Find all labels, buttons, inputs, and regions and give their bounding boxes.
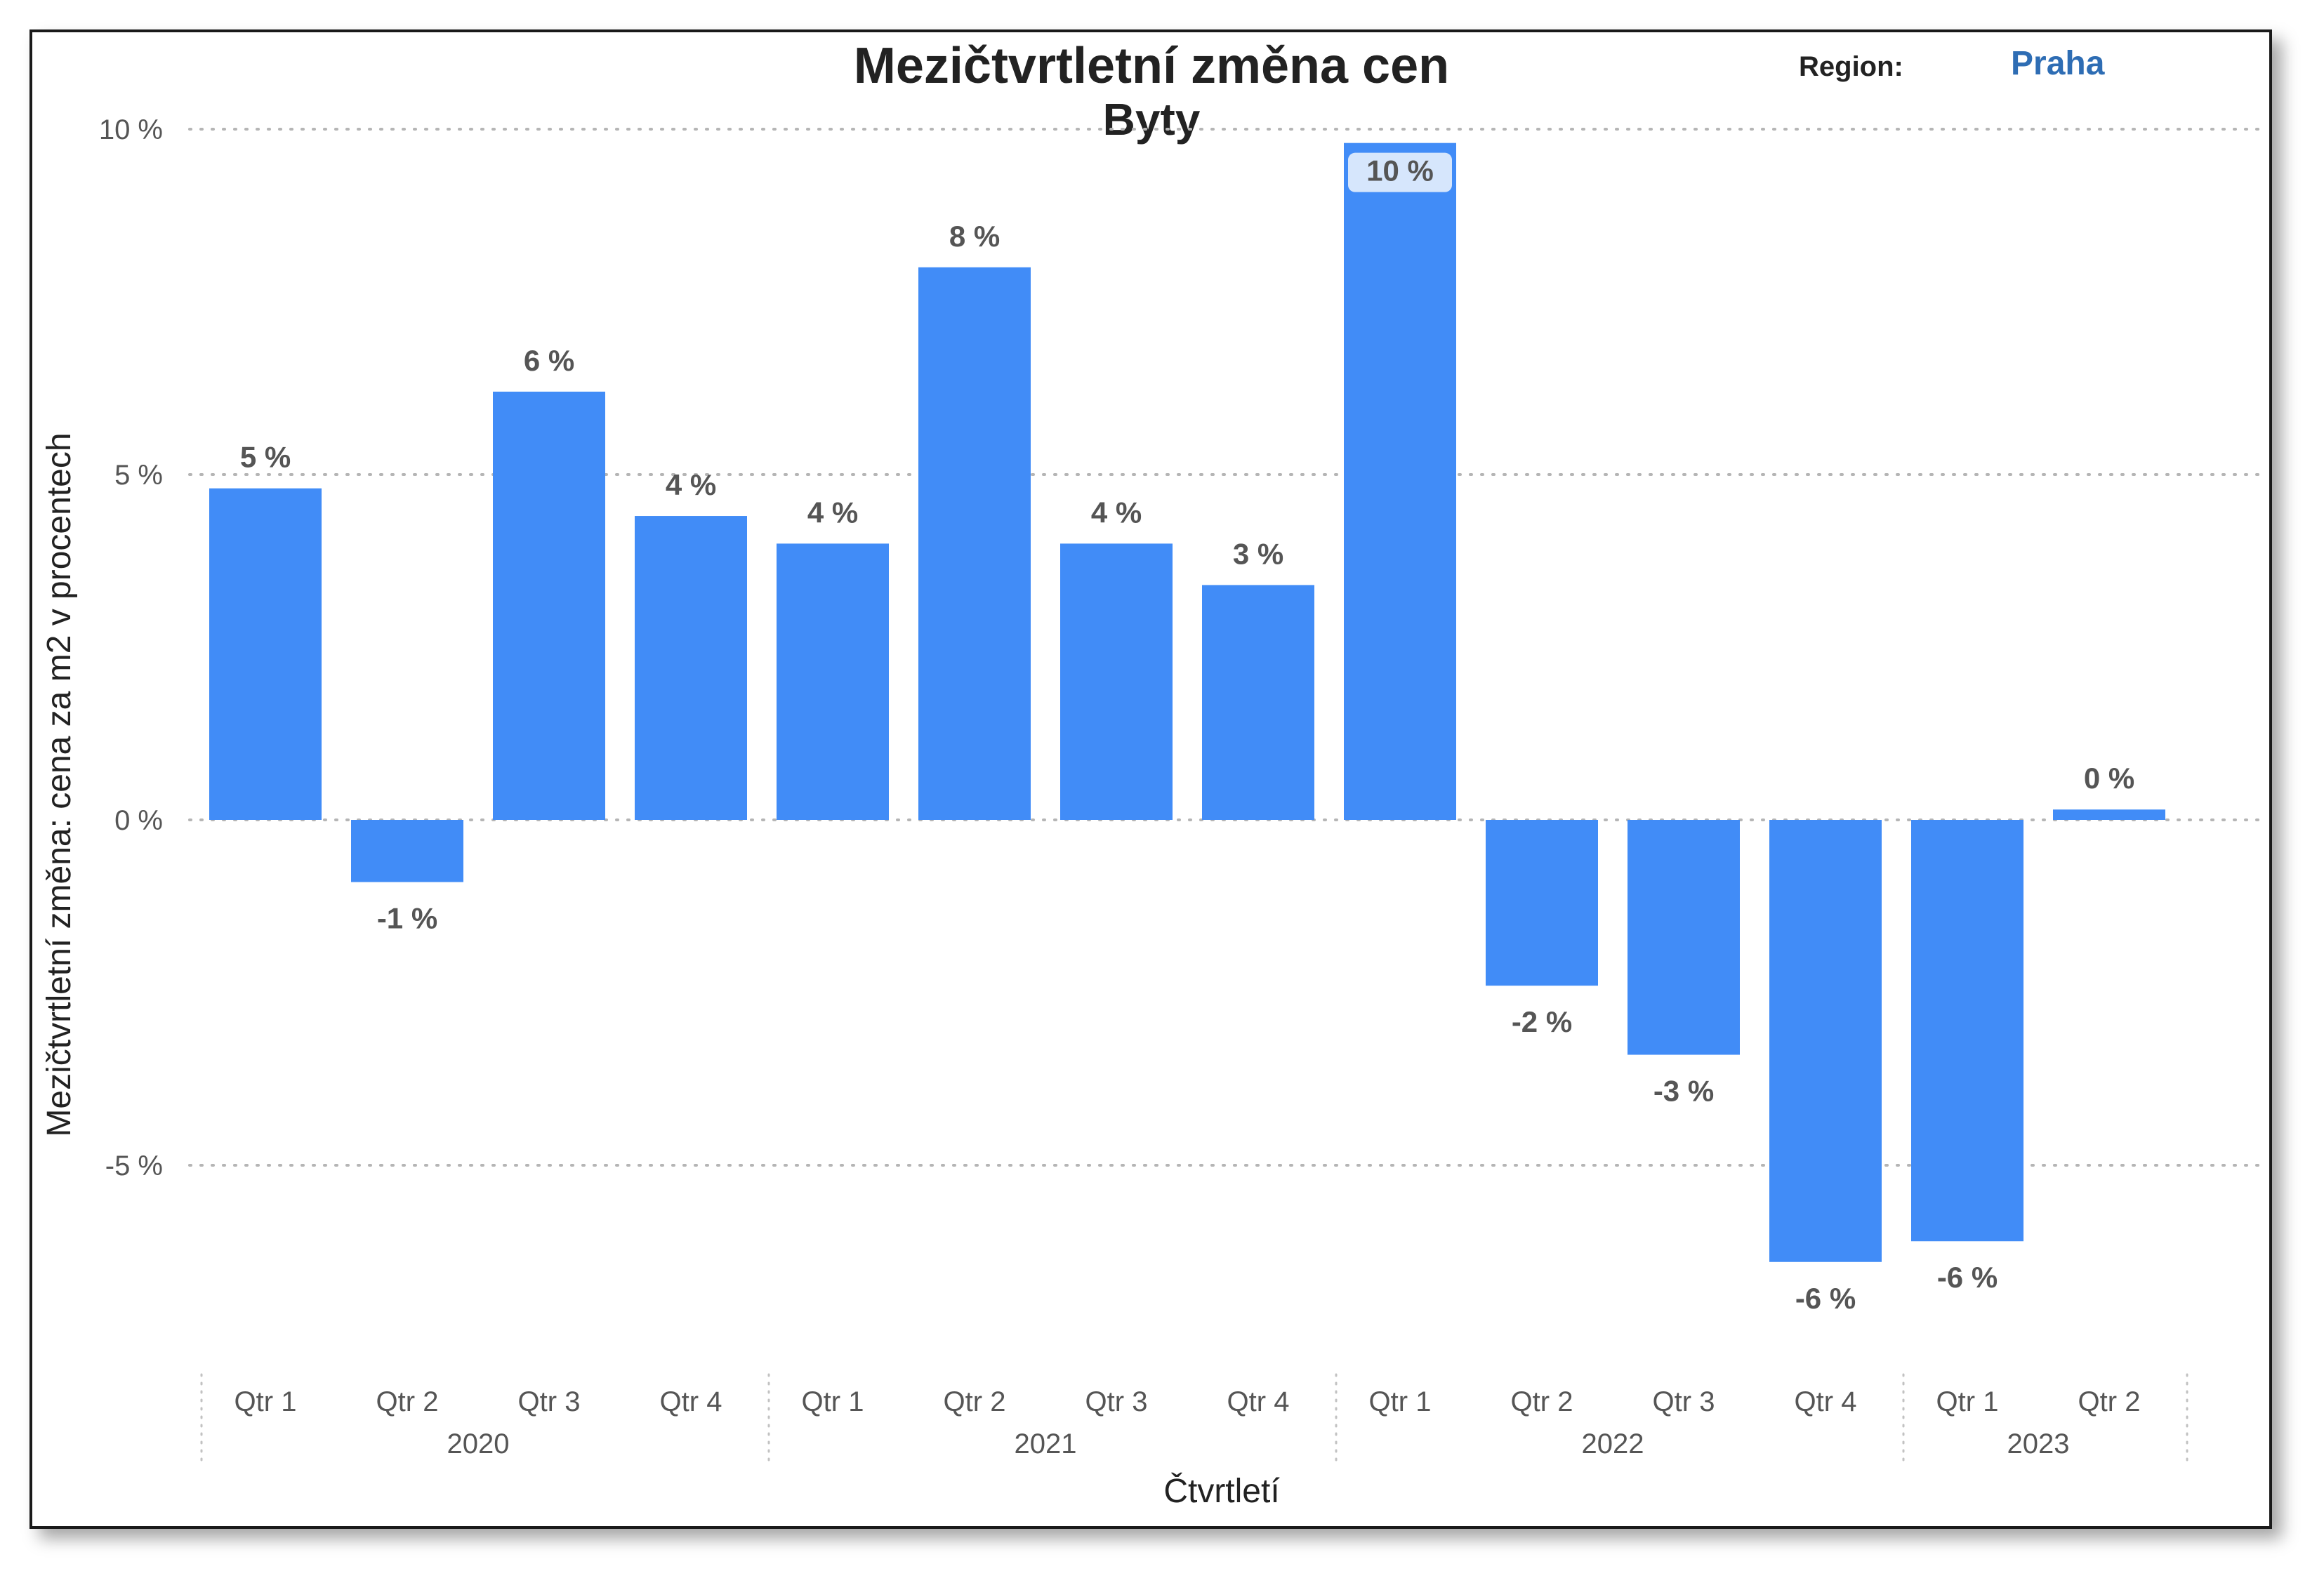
x-tick-label: Qtr 4: [1795, 1386, 1857, 1417]
data-label: 4 %: [1091, 496, 1142, 529]
data-label: 6 %: [524, 344, 574, 377]
data-label: 4 %: [807, 496, 858, 529]
x-group-label: 2021: [1015, 1429, 1077, 1459]
y-axis-ticks: 10 % 5 % 0 % -5 %: [99, 114, 163, 1181]
x-tick-label: Qtr 1: [802, 1386, 864, 1417]
region-value[interactable]: Praha: [2011, 45, 2105, 82]
x-tick-label: Qtr 1: [235, 1386, 297, 1417]
data-label: -6 %: [1795, 1282, 1856, 1315]
data-label: 10 %: [1366, 154, 1434, 187]
bar[interactable]: [1911, 820, 2023, 1242]
bar[interactable]: [1344, 142, 1456, 820]
data-label: -2 %: [1512, 1005, 1572, 1038]
data-label: 3 %: [1233, 537, 1283, 570]
data-label: 0 %: [2084, 762, 2134, 795]
x-axis-title: Čtvrtletí: [1163, 1472, 1280, 1510]
bar[interactable]: [1060, 543, 1173, 820]
data-label: 5 %: [240, 441, 291, 474]
bar[interactable]: [493, 391, 605, 820]
bar[interactable]: [918, 267, 1031, 820]
x-tick-label: Qtr 1: [1936, 1386, 1999, 1417]
data-label: -1 %: [377, 902, 437, 935]
bar[interactable]: [635, 516, 747, 820]
bar[interactable]: [1486, 820, 1598, 986]
data-label-highlight: [1348, 152, 1452, 192]
data-labels: 5 % -1 % 6 % 4 % 4 % 8 % 4 % 3 % 10 % -2 % -3 % -6 …: [240, 152, 2134, 1315]
bar[interactable]: [351, 820, 463, 882]
bar[interactable]: [209, 488, 322, 820]
x-tick-label: Qtr 3: [1085, 1386, 1148, 1417]
bar[interactable]: [1628, 820, 1740, 1055]
data-label: -3 %: [1653, 1075, 1714, 1108]
chart-subtitle: Byty: [1103, 94, 1201, 145]
x-tick-label: Qtr 4: [660, 1386, 722, 1417]
y-tick-label: 10 %: [99, 114, 163, 145]
chart-title: Mezičtvrtletní změna cen: [854, 38, 1449, 94]
x-tick-label: Qtr 3: [1653, 1386, 1715, 1417]
bar[interactable]: [1769, 820, 1882, 1262]
x-group-label: 2022: [1582, 1429, 1644, 1459]
x-axis: Qtr 1 Qtr 2 Qtr 3 Qtr 4 Qtr 1 Qtr 2 Qtr 3 Qtr 4…: [200, 1373, 2188, 1465]
x-tick-label: Qtr 4: [1227, 1386, 1290, 1417]
y-tick-label: -5 %: [105, 1151, 163, 1181]
region-label: Region:: [1799, 51, 1903, 82]
x-tick-label: Qtr 2: [944, 1386, 1006, 1417]
y-axis-title: Mezičtvrtletní změna: cena za m2 v proce…: [41, 432, 78, 1136]
data-label: 4 %: [666, 468, 716, 501]
bars: [209, 142, 2165, 1262]
data-label: -6 %: [1937, 1261, 1998, 1294]
x-tick-label: Qtr 1: [1369, 1386, 1432, 1417]
y-tick-label: 5 %: [114, 460, 163, 491]
x-group-label: 2023: [2007, 1429, 2070, 1459]
x-group-label: 2020: [447, 1429, 510, 1459]
x-tick-label: Qtr 2: [1511, 1386, 1573, 1417]
y-tick-label: 0 %: [114, 805, 163, 836]
data-label: 8 %: [949, 220, 1000, 253]
x-tick-label: Qtr 3: [518, 1386, 581, 1417]
x-tick-label: Qtr 2: [2078, 1386, 2141, 1417]
bar[interactable]: [777, 543, 889, 820]
x-tick-label: Qtr 2: [376, 1386, 439, 1417]
bar[interactable]: [2053, 809, 2165, 820]
bar[interactable]: [1202, 585, 1314, 820]
